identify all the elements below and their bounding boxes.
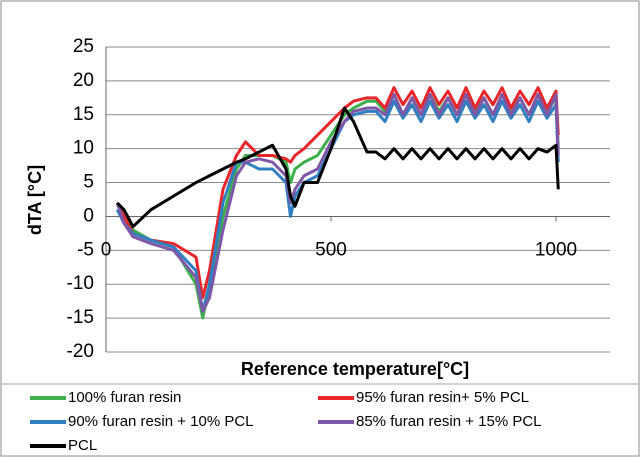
y-tick-label: 15: [73, 104, 94, 125]
series-line: [115, 92, 560, 313]
y-tick-label: 5: [83, 172, 94, 193]
legend-label: 100% furan resin: [68, 389, 181, 406]
series-line: [115, 99, 560, 313]
y-tick-label: 20: [73, 70, 94, 91]
y-tick-label: -20: [67, 341, 94, 362]
x-tick-label: 1000: [535, 239, 577, 260]
y-tick-label: -15: [67, 307, 94, 328]
x-axis-label: Reference temperature[°C]: [241, 359, 469, 379]
y-axis-label: dTA [°C]: [25, 165, 45, 235]
legend-label: 85% furan resin + 15% PCL: [356, 413, 542, 430]
x-tick-label: 500: [315, 239, 347, 260]
y-tick-label: 10: [73, 138, 94, 159]
series-line: [116, 106, 560, 229]
legend-label: PCL: [68, 437, 97, 454]
y-tick-label: 0: [83, 205, 94, 226]
legend-label: 90% furan resin + 10% PCL: [68, 413, 254, 430]
y-tick-label: 25: [73, 36, 94, 57]
legend-label: 95% furan resin+ 5% PCL: [356, 389, 529, 406]
series-line: [115, 86, 560, 300]
y-tick-label: -10: [67, 273, 94, 294]
y-tick-label: -5: [77, 239, 94, 260]
x-tick-label: 0: [101, 239, 112, 260]
